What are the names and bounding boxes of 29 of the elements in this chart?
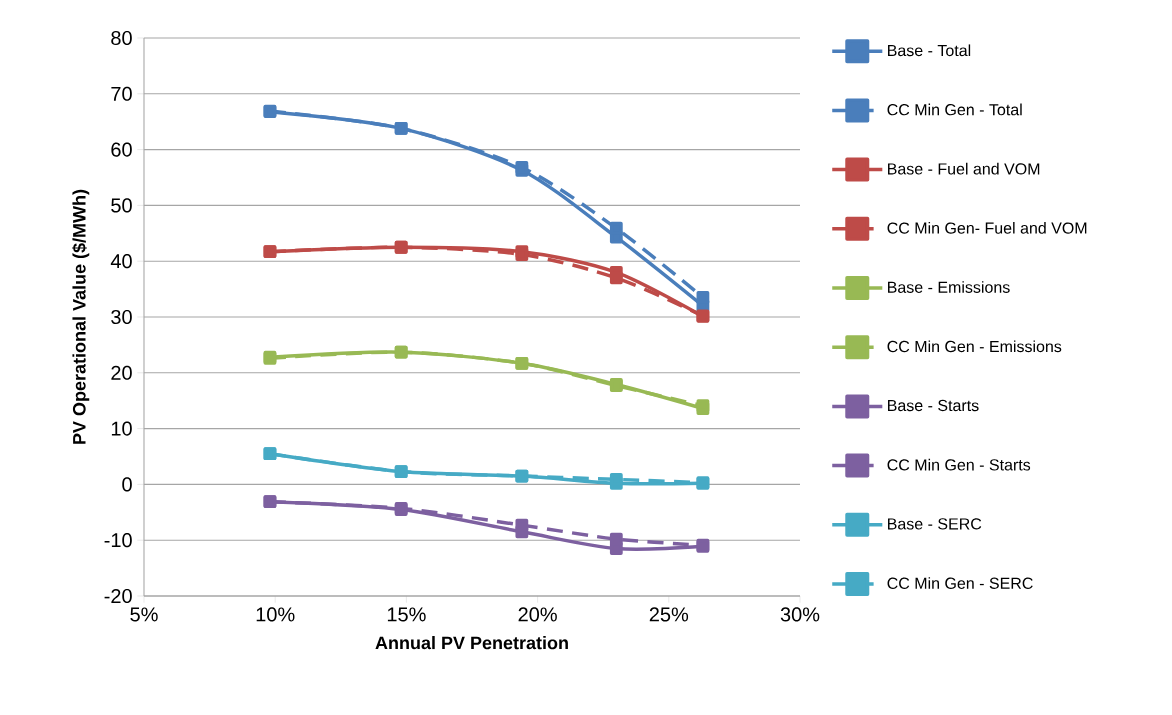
y-tick-label: -20 [104,588,132,604]
y-tick-label: 80 [111,30,132,46]
x-tick-label: 30% [780,607,820,622]
legend-label: CC Min Gen - Starts [887,458,1031,471]
legend-label: CC Min Gen - SERC [887,577,1033,589]
x-tick-label: 10% [256,607,295,622]
legend-label: Base - SERC [888,518,982,530]
y-tick-label: -10 [104,533,132,548]
legend-label: CC Min Gen - Total [887,103,1022,116]
x-tick-label: 25% [649,607,689,622]
x-tick-label: 20% [518,607,557,622]
x-tick-label: 15% [387,607,426,622]
y-tick-label: 60 [111,142,132,157]
y-tick-label: 0 [122,477,132,492]
legend-label: CC Min Gen - Emissions [887,340,1062,353]
legend-label: Base - Starts [888,399,979,412]
y-tick-label: 10 [111,421,132,436]
y-tick-label: 30 [111,309,132,325]
legend-label: Base - Fuel and VOM [888,162,1040,175]
y-axis-title: PV Operational Value ($/MWh) [72,189,90,444]
y-tick-label: 50 [111,198,132,213]
y-tick-label: 20 [111,365,132,380]
x-tick-label: 5% [130,607,158,622]
legend-label: CC Min Gen- Fuel and VOM [887,222,1087,234]
legend-label: Base - Total [888,44,971,57]
y-tick-label: 40 [110,254,132,269]
x-axis-title: Annual PV Penetration [375,636,568,650]
legend-label: Base - Emissions [888,281,1010,293]
y-tick-label: 70 [111,86,132,101]
